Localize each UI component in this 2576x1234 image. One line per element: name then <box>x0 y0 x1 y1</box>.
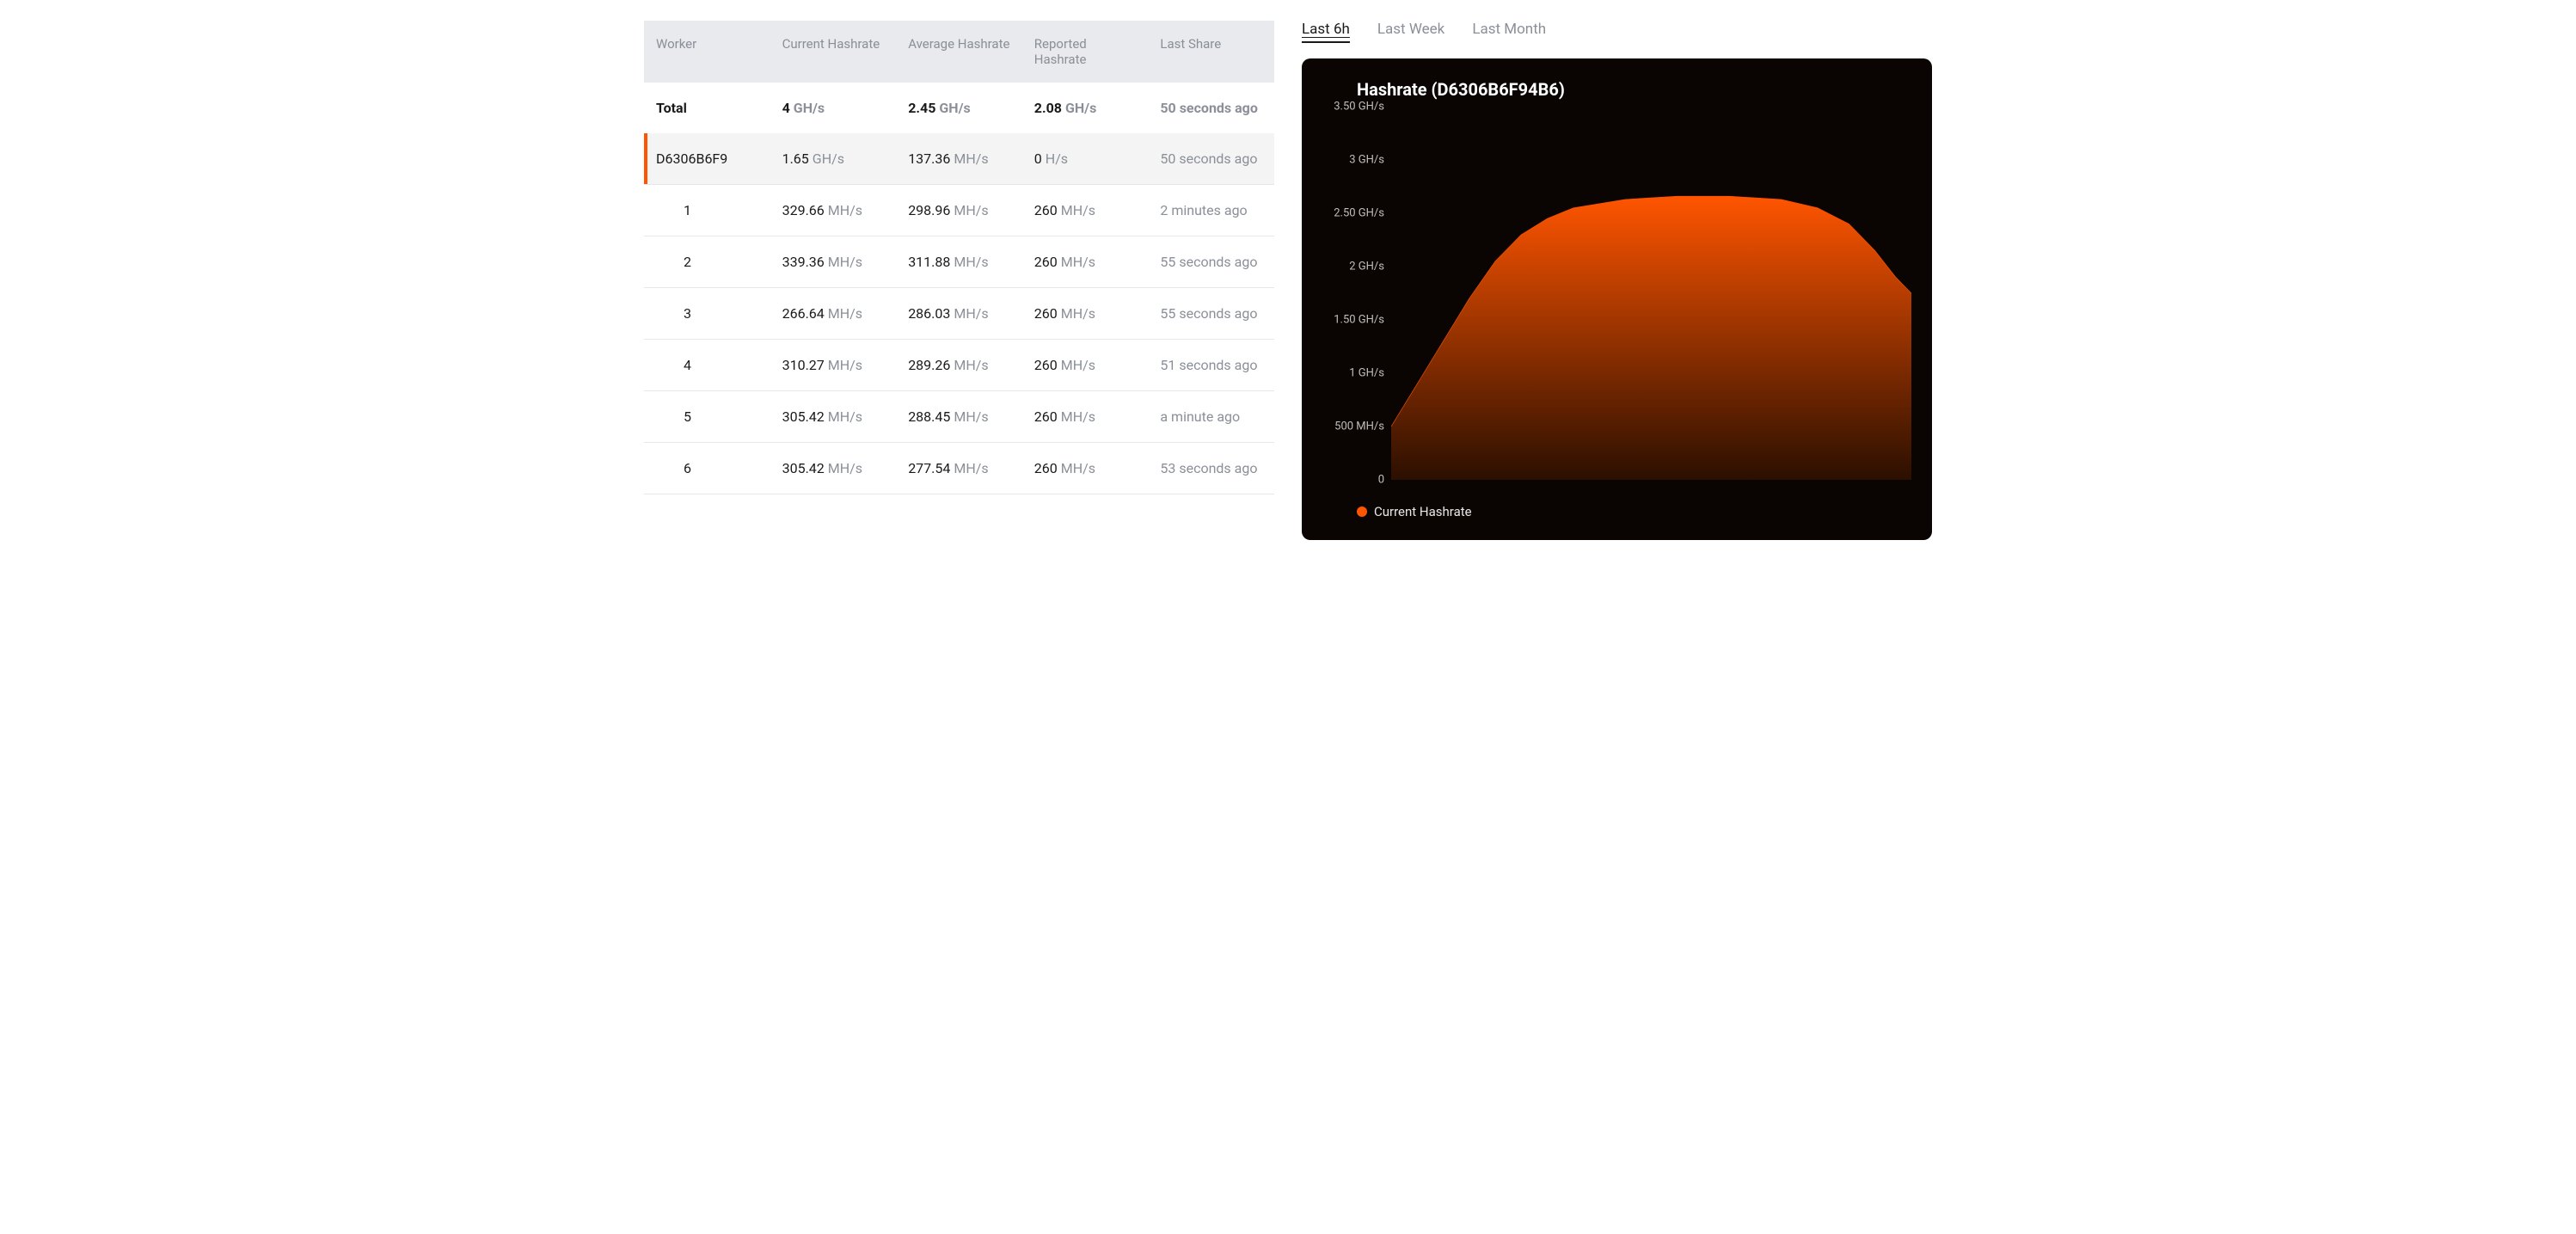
table-row[interactable]: 5305.42MH/s288.45MH/s260MH/sa minute ago <box>644 391 1274 443</box>
worker-last-share: 50 seconds ago <box>1148 133 1274 185</box>
y-tick: 500 MH/s <box>1334 421 1384 433</box>
worker-current: 266.64MH/s <box>770 288 897 340</box>
table-row[interactable]: 6305.42MH/s277.54MH/s260MH/s53 seconds a… <box>644 443 1274 494</box>
worker-name: 5 <box>644 391 770 443</box>
y-tick: 1 GH/s <box>1349 367 1384 380</box>
worker-current: 310.27MH/s <box>770 340 897 391</box>
table-header-row: Worker Current Hashrate Average Hashrate… <box>644 21 1274 83</box>
chart-y-axis: 3.50 GH/s3 GH/s2.50 GH/s2 GH/s1.50 GH/s1… <box>1322 107 1391 480</box>
y-tick: 2.50 GH/s <box>1334 207 1384 220</box>
chart-range-tabs: Last 6h Last Week Last Month <box>1302 21 1932 43</box>
worker-reported: 260MH/s <box>1022 236 1149 288</box>
y-tick: 0 <box>1378 474 1384 487</box>
total-reported: 2.08GH/s <box>1022 83 1149 133</box>
worker-name: 2 <box>644 236 770 288</box>
worker-last-share: 2 minutes ago <box>1148 185 1274 236</box>
worker-average: 298.96MH/s <box>896 185 1022 236</box>
legend-label: Current Hashrate <box>1374 504 1472 519</box>
worker-name: 3 <box>644 288 770 340</box>
worker-current: 1.65GH/s <box>770 133 897 185</box>
table-row-total: Total4GH/s2.45GH/s2.08GH/s50 seconds ago <box>644 83 1274 133</box>
y-tick: 3.50 GH/s <box>1334 101 1384 114</box>
worker-current: 305.42MH/s <box>770 443 897 494</box>
worker-last-share: 51 seconds ago <box>1148 340 1274 391</box>
worker-last-share: 55 seconds ago <box>1148 236 1274 288</box>
tab-last-month[interactable]: Last Month <box>1472 21 1546 43</box>
total-current: 4GH/s <box>770 83 897 133</box>
worker-reported: 260MH/s <box>1022 185 1149 236</box>
tab-last-6h[interactable]: Last 6h <box>1302 21 1350 43</box>
worker-name: 4 <box>644 340 770 391</box>
y-tick: 2 GH/s <box>1349 261 1384 273</box>
worker-reported: 260MH/s <box>1022 443 1149 494</box>
worker-last-share: 53 seconds ago <box>1148 443 1274 494</box>
table-row[interactable]: 1329.66MH/s298.96MH/s260MH/s2 minutes ag… <box>644 185 1274 236</box>
y-tick: 1.50 GH/s <box>1334 314 1384 327</box>
chart-svg <box>1391 107 1911 480</box>
workers-table: Worker Current Hashrate Average Hashrate… <box>644 21 1274 494</box>
legend-swatch-icon <box>1357 506 1367 517</box>
col-worker: Worker <box>644 21 770 83</box>
col-average: Average Hashrate <box>896 21 1022 83</box>
worker-last-share: 55 seconds ago <box>1148 288 1274 340</box>
total-label: Total <box>644 83 770 133</box>
worker-average: 277.54MH/s <box>896 443 1022 494</box>
workers-table-container: Worker Current Hashrate Average Hashrate… <box>644 21 1274 540</box>
worker-average: 288.45MH/s <box>896 391 1022 443</box>
worker-reported: 260MH/s <box>1022 288 1149 340</box>
worker-average: 286.03MH/s <box>896 288 1022 340</box>
worker-average: 311.88MH/s <box>896 236 1022 288</box>
col-last-share: Last Share <box>1148 21 1274 83</box>
hashrate-chart-card: Hashrate (D6306B6F94B6) 3.50 GH/s 3 GH/s 2… <box>1302 58 1932 540</box>
table-row-selected[interactable]: D6306B6F91.65GH/s137.36MH/s0H/s50 second… <box>644 133 1274 185</box>
table-row[interactable]: 3266.64MH/s286.03MH/s260MH/s55 seconds a… <box>644 288 1274 340</box>
worker-name: 1 <box>644 185 770 236</box>
worker-reported: 260MH/s <box>1022 391 1149 443</box>
col-current: Current Hashrate <box>770 21 897 83</box>
worker-reported: 0H/s <box>1022 133 1149 185</box>
col-reported: Reported Hashrate <box>1022 21 1149 83</box>
total-average: 2.45GH/s <box>896 83 1022 133</box>
worker-average: 289.26MH/s <box>896 340 1022 391</box>
worker-name: 6 <box>644 443 770 494</box>
worker-current: 305.42MH/s <box>770 391 897 443</box>
worker-reported: 260MH/s <box>1022 340 1149 391</box>
tab-last-week[interactable]: Last Week <box>1377 21 1444 43</box>
worker-current: 329.66MH/s <box>770 185 897 236</box>
worker-last-share: a minute ago <box>1148 391 1274 443</box>
chart-legend: Current Hashrate <box>1357 504 1911 519</box>
worker-current: 339.36MH/s <box>770 236 897 288</box>
table-row[interactable]: 2339.36MH/s311.88MH/s260MH/s55 seconds a… <box>644 236 1274 288</box>
table-row[interactable]: 4310.27MH/s289.26MH/s260MH/s51 seconds a… <box>644 340 1274 391</box>
y-tick: 3 GH/s <box>1349 154 1384 167</box>
chart-plot-area: 10:00 PM <box>1391 107 1911 480</box>
worker-average: 137.36MH/s <box>896 133 1022 185</box>
worker-name: D6306B6F9 <box>644 133 770 185</box>
chart-title: Hashrate (D6306B6F94B6) <box>1357 79 1911 100</box>
total-last-share: 50 seconds ago <box>1148 83 1274 133</box>
